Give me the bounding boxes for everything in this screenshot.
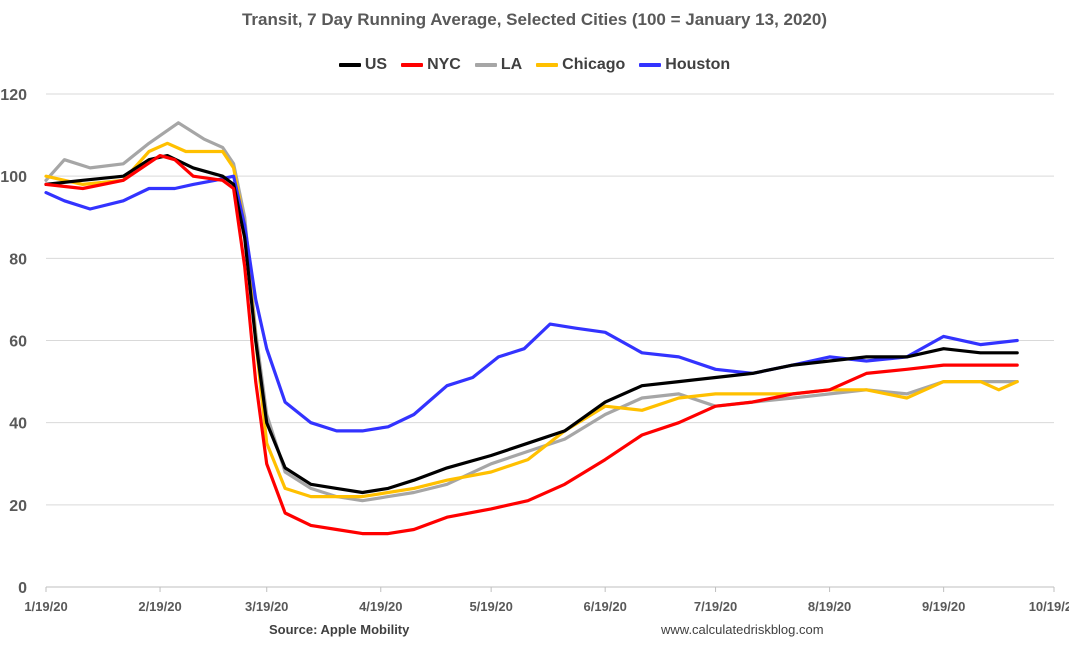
x-tick-label: 2/19/20 xyxy=(138,599,181,614)
series-line-chicago xyxy=(44,141,1019,499)
x-tick-label: 7/19/20 xyxy=(694,599,737,614)
x-tick-label: 5/19/20 xyxy=(469,599,512,614)
series-line-houston xyxy=(44,174,1019,433)
y-tick-label: 40 xyxy=(9,416,27,433)
series-line-us xyxy=(44,154,1019,495)
legend: US NYC LA Chicago Houston xyxy=(0,56,1069,74)
source-note: Source: Apple Mobility xyxy=(269,622,410,637)
series-line-nyc xyxy=(44,154,1019,536)
legend-item-la: LA xyxy=(474,56,523,74)
legend-item-nyc: NYC xyxy=(401,56,461,74)
y-tick-label: 20 xyxy=(9,498,27,515)
x-tick-label: 4/19/20 xyxy=(359,599,402,614)
x-tick-label: 10/19/20 xyxy=(1029,599,1069,614)
legend-label: Houston xyxy=(665,56,731,73)
y-tick-label: 120 xyxy=(0,87,27,104)
legend-label: LA xyxy=(500,56,523,73)
website-note: www.calculatedriskblog.com xyxy=(661,622,824,637)
x-tick-label: 8/19/20 xyxy=(808,599,851,614)
y-tick-label: 80 xyxy=(9,251,27,268)
legend-swatch xyxy=(338,63,361,67)
legend-label: NYC xyxy=(427,56,461,73)
legend-swatch xyxy=(474,63,497,67)
series-line-la xyxy=(44,121,1019,503)
legend-item-us: US xyxy=(338,56,388,74)
legend-item-houston: Houston xyxy=(639,56,730,74)
x-tick-label: 1/19/20 xyxy=(24,599,67,614)
legend-label: US xyxy=(364,56,388,73)
chart-title: Transit, 7 Day Running Average, Selected… xyxy=(241,10,828,29)
x-tick-label: 3/19/20 xyxy=(245,599,288,614)
y-tick-label: 100 xyxy=(0,169,27,186)
legend-swatch xyxy=(401,63,424,67)
legend-swatch xyxy=(536,63,559,67)
legend-item-chicago: Chicago xyxy=(536,56,625,74)
legend-swatch xyxy=(639,63,662,67)
y-tick-label: 0 xyxy=(18,580,27,597)
x-tick-label: 6/19/20 xyxy=(583,599,626,614)
y-tick-label: 60 xyxy=(9,334,27,351)
legend-label: Chicago xyxy=(562,56,626,73)
x-tick-label: 9/19/20 xyxy=(922,599,965,614)
